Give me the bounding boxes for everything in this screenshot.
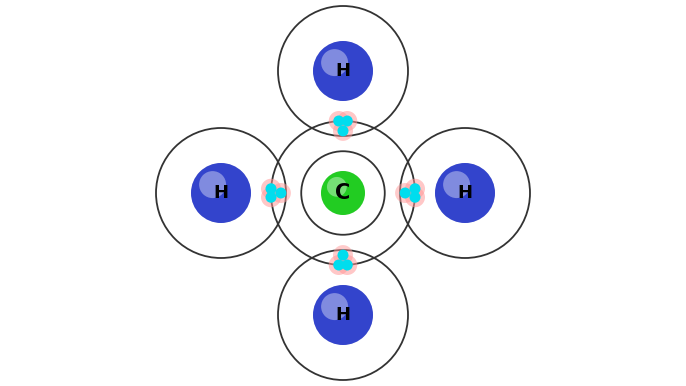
Circle shape (440, 168, 490, 218)
Circle shape (206, 179, 235, 207)
Circle shape (315, 287, 371, 343)
Circle shape (327, 299, 359, 331)
Text: H: H (213, 184, 228, 202)
Circle shape (449, 177, 481, 209)
Circle shape (342, 259, 353, 271)
Circle shape (325, 297, 361, 333)
Circle shape (195, 166, 248, 220)
Circle shape (200, 172, 242, 214)
Circle shape (202, 173, 241, 213)
Circle shape (338, 111, 357, 131)
Circle shape (332, 60, 354, 82)
Text: H: H (335, 306, 351, 324)
Circle shape (325, 175, 361, 211)
Circle shape (313, 41, 373, 101)
Circle shape (331, 181, 355, 205)
Circle shape (338, 250, 348, 261)
Circle shape (321, 293, 348, 320)
Circle shape (395, 183, 415, 203)
Circle shape (410, 183, 421, 194)
Circle shape (191, 163, 251, 223)
Circle shape (335, 185, 351, 201)
Circle shape (447, 175, 483, 211)
Circle shape (324, 174, 362, 212)
Circle shape (322, 294, 364, 336)
Circle shape (453, 181, 477, 205)
Circle shape (405, 179, 425, 199)
Circle shape (205, 177, 237, 209)
Circle shape (265, 183, 276, 194)
Circle shape (316, 44, 370, 98)
Text: H: H (458, 184, 473, 202)
Circle shape (261, 187, 281, 207)
Circle shape (331, 59, 355, 83)
Circle shape (329, 111, 348, 131)
Circle shape (313, 285, 373, 345)
Circle shape (313, 41, 373, 101)
Circle shape (342, 115, 353, 127)
Circle shape (329, 301, 357, 329)
Circle shape (329, 179, 357, 207)
Circle shape (405, 187, 425, 207)
Circle shape (321, 49, 348, 76)
Circle shape (331, 303, 355, 327)
Circle shape (198, 170, 244, 216)
Circle shape (327, 177, 346, 197)
Circle shape (324, 51, 362, 90)
Circle shape (333, 121, 353, 141)
Circle shape (322, 50, 364, 92)
Text: C: C (335, 183, 351, 203)
Circle shape (330, 180, 356, 206)
Circle shape (318, 290, 368, 340)
Circle shape (451, 179, 480, 207)
Circle shape (400, 188, 411, 198)
Circle shape (191, 163, 251, 223)
Circle shape (334, 184, 352, 202)
Circle shape (327, 178, 359, 208)
Circle shape (315, 43, 371, 99)
Circle shape (435, 163, 495, 223)
Circle shape (322, 172, 364, 214)
Circle shape (265, 192, 276, 203)
Circle shape (333, 259, 344, 271)
Circle shape (454, 182, 476, 204)
Circle shape (326, 176, 360, 210)
Circle shape (442, 170, 488, 216)
Circle shape (196, 168, 246, 218)
Circle shape (333, 115, 344, 127)
Circle shape (275, 188, 286, 198)
Circle shape (332, 304, 354, 326)
Circle shape (203, 175, 239, 211)
Circle shape (333, 183, 353, 203)
Circle shape (320, 292, 366, 338)
Circle shape (209, 181, 233, 205)
Circle shape (316, 288, 370, 342)
Circle shape (438, 166, 491, 220)
Circle shape (329, 255, 348, 275)
Circle shape (318, 46, 368, 96)
Circle shape (313, 285, 373, 345)
Circle shape (193, 165, 249, 221)
Circle shape (329, 57, 357, 85)
Circle shape (210, 182, 232, 204)
Circle shape (325, 53, 361, 89)
Circle shape (321, 171, 365, 215)
Text: H: H (335, 62, 351, 80)
Circle shape (333, 245, 353, 265)
Circle shape (338, 255, 357, 275)
Circle shape (271, 183, 291, 203)
Circle shape (327, 55, 359, 87)
Circle shape (445, 173, 484, 213)
Circle shape (443, 171, 470, 198)
Circle shape (324, 296, 362, 335)
Circle shape (410, 192, 421, 203)
Circle shape (437, 165, 493, 221)
Circle shape (321, 171, 365, 215)
Circle shape (320, 48, 366, 94)
Circle shape (444, 172, 486, 214)
Circle shape (261, 179, 281, 199)
Circle shape (199, 171, 226, 198)
Circle shape (435, 163, 495, 223)
Circle shape (338, 125, 348, 136)
